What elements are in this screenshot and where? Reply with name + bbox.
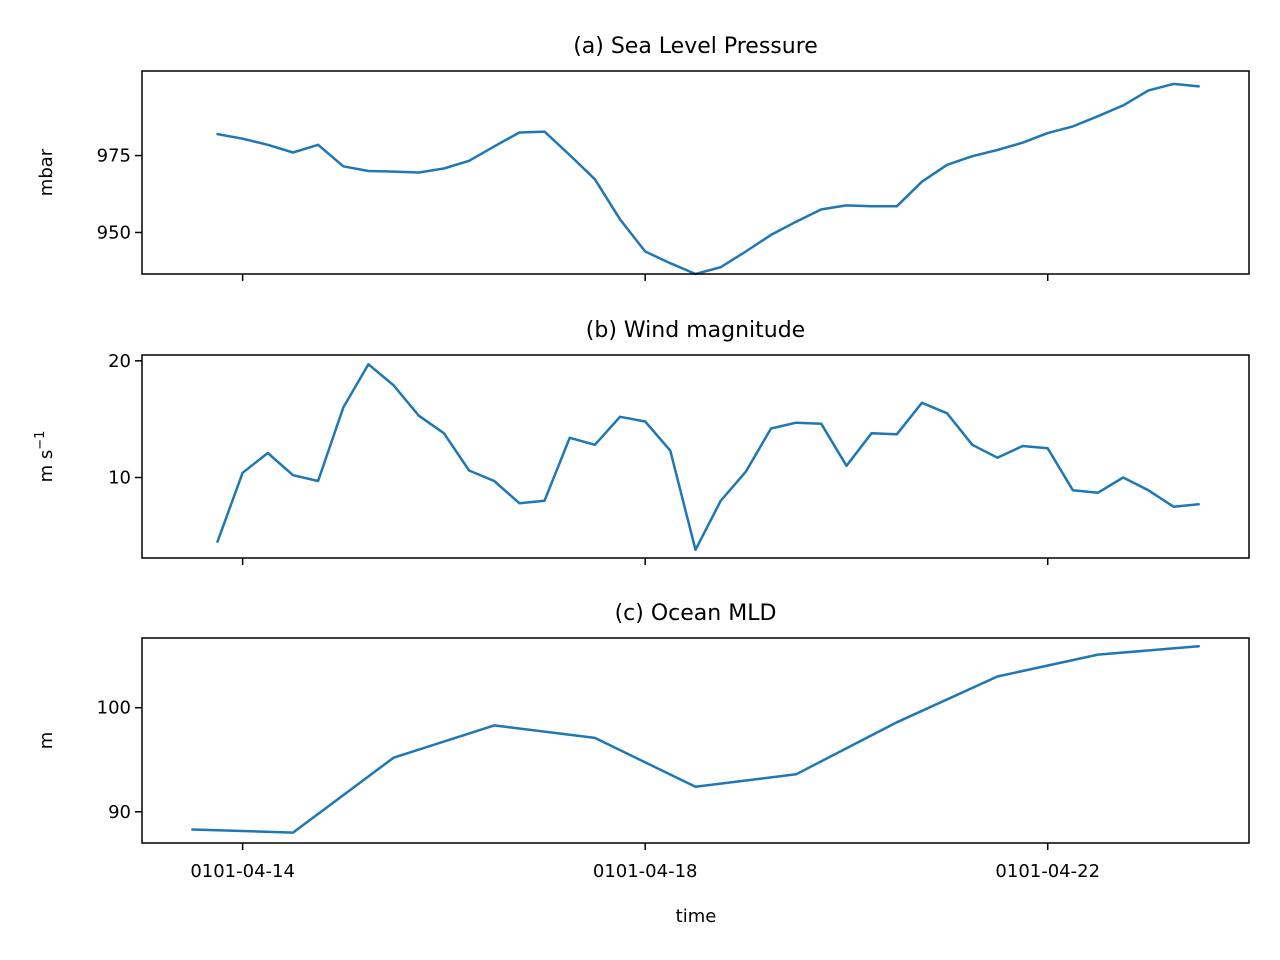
y-axis-label: m	[36, 732, 57, 750]
y-tick-label: 90	[108, 802, 131, 823]
panel-3: (c) Ocean MLD m 90 100 0101-04-14 0101-04-18 0…	[36, 601, 1250, 882]
series-line	[216, 82, 1200, 276]
y-axis-label: m s−1	[33, 431, 57, 483]
x-axis-label: time	[676, 906, 717, 927]
chart-title: (c) Ocean MLD	[615, 601, 777, 626]
series-line	[216, 363, 1200, 552]
chart-title: (a) Sea Level Pressure	[573, 34, 818, 59]
chart-title: (b) Wind magnitude	[586, 318, 805, 343]
y-tick-label: 10	[108, 468, 131, 489]
x-tick-label: 0101-04-14	[190, 861, 295, 882]
x-tick-label: 0101-04-18	[593, 861, 698, 882]
plot-frame	[141, 637, 1250, 844]
y-axis-label-text: m	[36, 732, 57, 750]
y-tick-label: 975	[97, 146, 131, 167]
y-axis-label-superscript: −1	[33, 431, 48, 450]
series-line	[191, 645, 1200, 834]
panel-1: (a) Sea Level Pressure mbar 950 975	[36, 34, 1250, 281]
plot-frame	[141, 70, 1250, 275]
y-axis-label-text: mbar	[36, 148, 57, 196]
y-tick-label: 950	[97, 222, 131, 243]
panels: (a) Sea Level Pressure mbar 950 975 (b) Wind…	[33, 34, 1250, 882]
y-axis-label-text: m s	[36, 450, 57, 483]
x-tick-label: 0101-04-22	[995, 861, 1100, 882]
y-tick-label: 100	[97, 698, 131, 719]
plot-frame	[141, 354, 1250, 559]
y-axis-label: mbar	[36, 148, 57, 196]
panel-2: (b) Wind magnitude m s−1 10 20	[33, 318, 1250, 565]
y-tick-label: 20	[108, 351, 131, 372]
